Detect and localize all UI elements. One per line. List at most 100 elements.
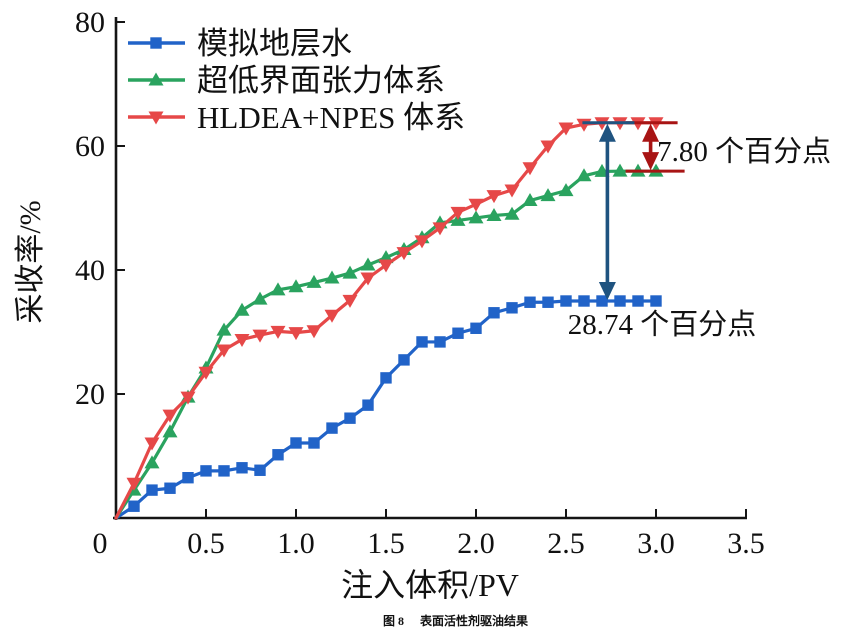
series-1-marker <box>360 257 376 271</box>
x-tick-label: 0 <box>93 527 108 560</box>
series-0-marker <box>344 412 356 424</box>
series-0-marker <box>542 296 554 308</box>
annotation-label-1: 28.74 个百分点 <box>568 308 757 341</box>
series-0-marker <box>290 437 302 449</box>
series-0-marker <box>362 399 374 411</box>
series-0-marker <box>596 295 608 307</box>
series-1-marker <box>144 455 160 469</box>
series-0-marker <box>524 296 536 308</box>
series-0-marker <box>506 302 518 314</box>
series-1-marker <box>270 282 286 296</box>
series-line-1 <box>114 169 658 520</box>
series-0-marker <box>164 482 176 494</box>
series-0-marker <box>272 449 284 461</box>
series-1-marker <box>612 163 628 177</box>
figure-caption: 图 8 表面活性剂驱油结果 <box>383 612 528 632</box>
caption-title: 表面活性剂驱油结果 <box>420 614 529 628</box>
x-tick-label: 2.0 <box>457 527 495 560</box>
series-1-marker <box>234 302 250 316</box>
series-0-marker <box>614 295 626 307</box>
series-0-marker <box>128 500 140 512</box>
series-0-marker <box>470 322 482 334</box>
series-2-marker <box>216 344 232 358</box>
y-axis-title: 采收率/% <box>14 200 47 323</box>
legend-marker-triangle-down <box>148 111 164 125</box>
series-0-marker <box>650 295 662 307</box>
series-2-marker <box>126 477 142 491</box>
series-2-marker <box>306 325 322 339</box>
annotation-arrowhead-up <box>598 123 616 142</box>
series-2-marker <box>252 329 268 343</box>
series-2-marker <box>144 437 160 451</box>
series-2-marker <box>450 206 466 220</box>
legend-marker-triangle-up <box>148 72 164 86</box>
x-tick-label: 0.5 <box>187 527 225 560</box>
y-tick-label: 60 <box>75 130 105 163</box>
annotation-arrowhead-down <box>598 282 616 300</box>
series-0-marker <box>578 295 590 307</box>
caption-figure-number: 图 8 <box>383 614 405 628</box>
series-2-marker <box>414 235 430 249</box>
series-2-marker <box>324 309 340 323</box>
series-0-marker <box>254 464 266 476</box>
series-2-marker <box>342 294 358 308</box>
series-1-marker <box>288 279 304 293</box>
series-0-marker <box>398 354 410 366</box>
series-0-marker <box>452 327 464 339</box>
annotation-arrowhead-up <box>642 123 660 142</box>
x-tick-label: 3.5 <box>727 527 765 560</box>
series-0-marker <box>146 484 158 496</box>
series-1-marker <box>324 270 340 284</box>
x-tick-label: 1.5 <box>367 527 405 560</box>
y-tick-label: 20 <box>75 378 105 411</box>
series-2-marker <box>522 162 538 176</box>
series-2-marker <box>288 327 304 341</box>
series-1-marker <box>522 193 538 207</box>
series-2-marker <box>360 272 376 286</box>
legend-marker-square <box>150 37 162 49</box>
series-1-marker <box>306 274 322 288</box>
series-1-marker <box>162 424 178 438</box>
series-0-marker <box>380 372 392 384</box>
series-2-marker <box>486 190 502 204</box>
series-2-marker <box>270 325 286 339</box>
series-1-marker <box>216 322 232 336</box>
series-1-marker <box>576 168 592 182</box>
series-0-marker <box>182 472 194 484</box>
series-0-marker <box>488 307 500 319</box>
annotation-label-0: 7.80 个百分点 <box>657 135 831 168</box>
series-0-marker <box>326 422 338 434</box>
series-1-marker <box>504 206 520 220</box>
x-tick-label: 1.0 <box>277 527 315 560</box>
series-1-marker <box>252 291 268 305</box>
series-2-marker <box>432 222 448 236</box>
series-2-marker <box>396 247 412 261</box>
series-1-marker <box>486 207 502 221</box>
x-axis-title: 注入体积/PV <box>341 567 519 603</box>
annotation-arrowhead-down <box>642 152 660 171</box>
series-0-marker <box>560 295 572 307</box>
legend-label-1: 超低界面张力体系 <box>197 63 445 98</box>
legend-label-2: HLDEA+NPES 体系 <box>197 100 465 135</box>
y-tick-label: 40 <box>75 254 105 287</box>
series-1-marker <box>342 265 358 279</box>
series-0-marker <box>308 437 320 449</box>
series-2-marker <box>180 391 196 405</box>
legend-label-0: 模拟地层水 <box>197 26 352 61</box>
series-0-marker <box>218 465 230 477</box>
x-tick-label: 3.0 <box>637 527 675 560</box>
series-2-marker <box>198 366 214 380</box>
series-0-marker <box>632 295 644 307</box>
series-2-marker <box>468 198 484 212</box>
y-tick-label: 80 <box>75 6 105 39</box>
series-2-marker <box>162 409 178 423</box>
series-0-marker <box>200 465 212 477</box>
series-1-marker <box>558 183 574 197</box>
series-1-marker <box>540 188 556 202</box>
series-2-marker <box>234 333 250 347</box>
series-0-marker <box>236 462 248 474</box>
series-0-marker <box>434 336 446 348</box>
